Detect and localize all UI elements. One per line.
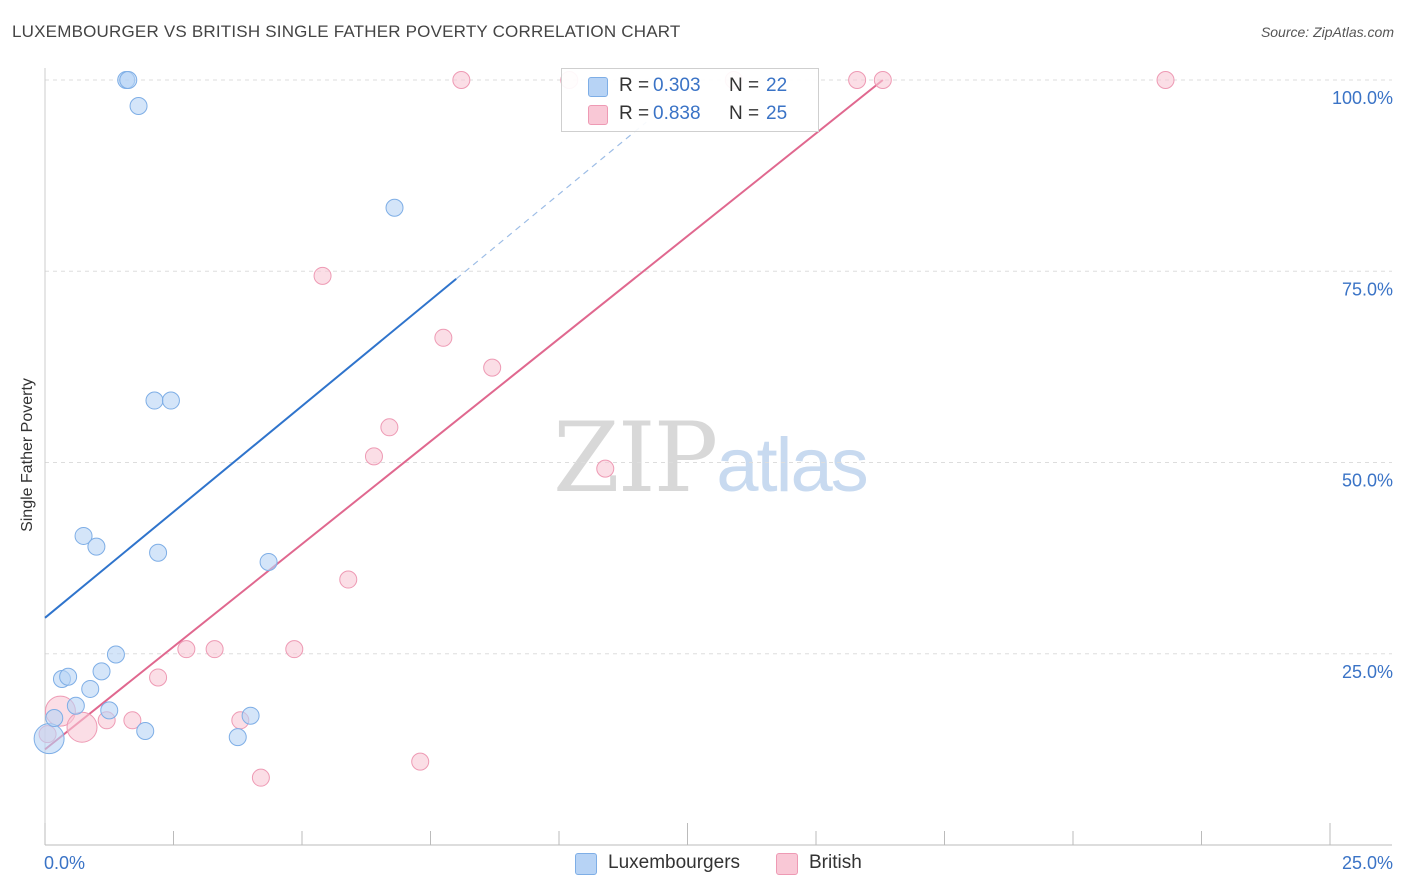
watermark-atlas: atlas: [716, 423, 869, 508]
point-british: [596, 459, 615, 478]
point-luxembourgers: [100, 701, 119, 720]
point-british: [434, 328, 453, 347]
point-luxembourgers: [106, 645, 125, 664]
n-label: N =: [729, 75, 760, 96]
point-british: [339, 570, 358, 589]
point-luxembourgers: [385, 198, 404, 217]
point-british: [380, 418, 399, 437]
point-british: [123, 711, 142, 730]
point-british: [251, 768, 270, 787]
correlation-legend: R = 0.303 N = 22 R = 0.838 N = 25: [561, 68, 819, 132]
point-luxembourgers: [45, 709, 64, 728]
y-tick-label: 50.0%: [1342, 471, 1393, 491]
point-british: [66, 711, 98, 743]
point-british: [873, 71, 892, 89]
point-luxembourgers: [119, 71, 138, 89]
point-british: [177, 640, 196, 659]
n-label: N =: [729, 103, 760, 124]
point-british: [364, 447, 383, 466]
watermark-zip: ZIP: [553, 402, 718, 514]
x-tick-label-max: 25.0%: [1342, 853, 1393, 873]
point-luxembourgers: [59, 667, 78, 686]
r-value: 0.838: [653, 103, 701, 124]
point-luxembourgers: [149, 543, 168, 562]
trend-line-british: [44, 79, 884, 751]
point-luxembourgers: [87, 537, 106, 556]
legend-label: British: [809, 852, 862, 873]
point-luxembourgers: [92, 662, 111, 681]
point-luxembourgers: [74, 526, 93, 545]
source-credit: Source: ZipAtlas.com: [1260, 24, 1394, 40]
point-british: [205, 640, 224, 659]
r-label: R =: [619, 103, 650, 124]
point-british: [285, 640, 304, 659]
point-british: [1156, 71, 1175, 89]
point-british: [149, 668, 168, 687]
point-luxembourgers: [161, 391, 180, 410]
r-label: R =: [619, 75, 650, 96]
watermark: ZIPatlas: [553, 402, 869, 514]
legend-swatch-pink: [588, 105, 608, 125]
point-british: [411, 752, 430, 771]
point-british: [452, 71, 471, 89]
n-value: 22: [766, 75, 788, 96]
x-tick-label-min: 0.0%: [44, 853, 85, 873]
point-luxembourgers: [136, 722, 155, 741]
data-points: [33, 71, 1175, 787]
point-luxembourgers: [129, 97, 148, 116]
point-luxembourgers: [33, 723, 65, 755]
point-luxembourgers: [228, 728, 247, 747]
chart-title: LUXEMBOURGER VS BRITISH SINGLE FATHER PO…: [12, 22, 681, 41]
trend-lines: [44, 79, 884, 751]
legend-label: Luxembourgers: [608, 852, 741, 873]
point-luxembourgers: [241, 706, 260, 725]
point-luxembourgers: [145, 391, 164, 410]
legend-swatch-blue: [588, 77, 608, 97]
r-value: 0.303: [653, 75, 701, 96]
legend-swatch-blue: [575, 853, 597, 875]
y-axis-label: Single Father Poverty: [19, 378, 36, 532]
y-tick-label: 100.0%: [1332, 88, 1393, 108]
point-luxembourgers: [81, 679, 100, 698]
point-luxembourgers: [259, 552, 278, 571]
axes: [44, 68, 1392, 846]
point-british: [848, 71, 867, 89]
y-tick-label: 25.0%: [1342, 662, 1393, 682]
trend-line-luxembourgers: [44, 278, 457, 619]
legend-swatch-pink: [776, 853, 798, 875]
gridlines: [45, 79, 1392, 655]
y-tick-label: 75.0%: [1342, 279, 1393, 299]
n-value: 25: [766, 103, 788, 124]
point-british: [483, 358, 502, 377]
point-british: [313, 266, 332, 285]
point-luxembourgers: [66, 696, 85, 715]
trend-line-luxembourgers-extension: [455, 121, 647, 280]
tick-labels: 25.0% 50.0% 75.0% 100.0% 0.0% 25.0%: [44, 88, 1393, 873]
